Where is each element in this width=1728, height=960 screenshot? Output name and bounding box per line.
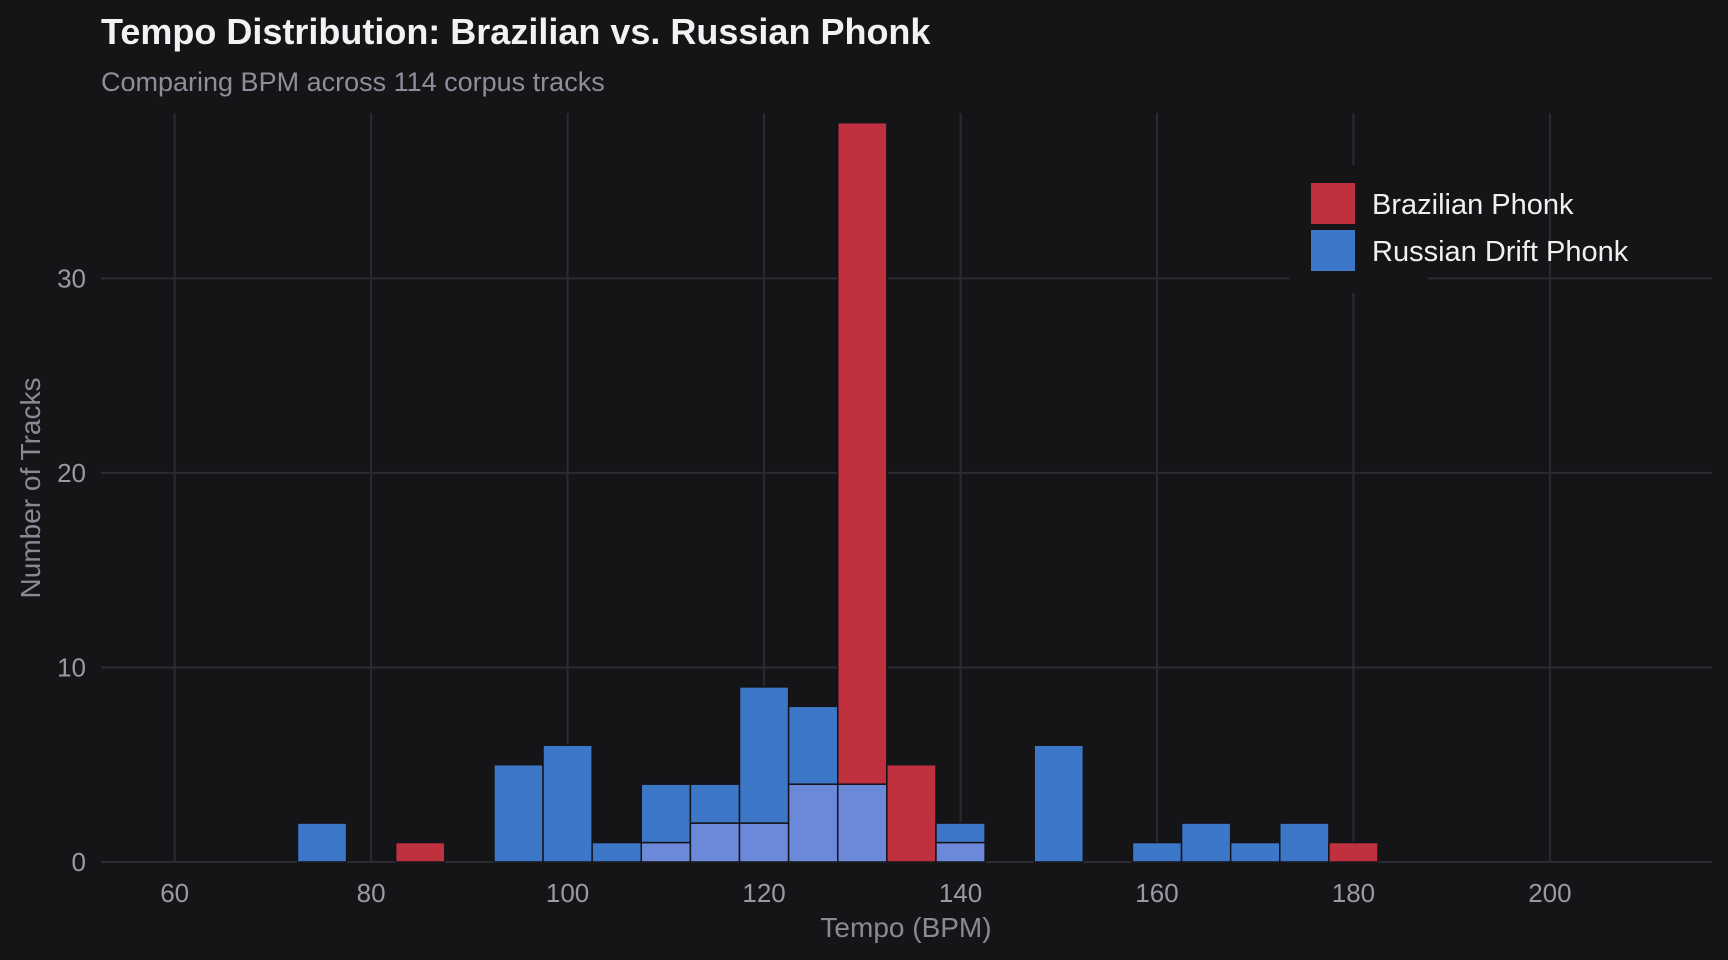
- bar-overlap-115: [689, 822, 741, 863]
- legend-label-russian: Russian Drift Phonk: [1372, 236, 1629, 268]
- x-tick-label-180: 180: [1332, 878, 1375, 908]
- bar-russian-120: [738, 686, 790, 824]
- x-tick-label-80: 80: [357, 878, 386, 908]
- x-axis-title: Tempo (BPM): [820, 912, 991, 943]
- legend-swatch-brazilian: [1311, 183, 1355, 224]
- bar-overlap-120: [738, 822, 790, 863]
- bar-brazilian-135: [886, 763, 937, 863]
- chart-title: Tempo Distribution: Brazilian vs. Russia…: [101, 11, 931, 52]
- bar-russian-165: [1180, 822, 1232, 863]
- tick-labels: 60 80 100 120 140 160 180 200 0 10 20 30: [57, 263, 1572, 908]
- bar-russian-75: [296, 822, 348, 863]
- legend-label-brazilian: Brazilian Phonk: [1372, 189, 1574, 221]
- y-tick-label-30: 30: [57, 263, 86, 293]
- y-tick-label-0: 0: [72, 847, 86, 877]
- bar-russian-100: [542, 744, 593, 863]
- bar-overlap-130: [836, 783, 888, 863]
- x-tick-label-200: 200: [1528, 878, 1571, 908]
- bar-overlap-110: [640, 841, 692, 863]
- bar-russian-170: [1229, 841, 1281, 863]
- bars: [296, 121, 1379, 863]
- y-tick-label-20: 20: [57, 458, 86, 488]
- x-tick-label-160: 160: [1135, 878, 1178, 908]
- chart-subtitle: Comparing BPM across 114 corpus tracks: [101, 67, 605, 97]
- y-tick-label-10: 10: [57, 652, 86, 682]
- bar-brazilian-85: [394, 841, 446, 863]
- legend-swatch-russian: [1311, 230, 1355, 271]
- bar-russian-175: [1279, 822, 1330, 863]
- bar-russian-160: [1131, 841, 1183, 863]
- bar-brazilian-180: [1328, 841, 1379, 863]
- x-tick-label-140: 140: [939, 878, 982, 908]
- bar-russian-115: [689, 783, 741, 824]
- bar-brazilian-130: [836, 121, 888, 785]
- bar-russian-95: [493, 763, 544, 863]
- bar-russian-105: [591, 841, 643, 863]
- y-axis-title: Number of Tracks: [15, 378, 46, 599]
- x-tick-label-60: 60: [160, 878, 189, 908]
- bar-russian-140: [935, 822, 986, 844]
- x-tick-label-100: 100: [546, 878, 589, 908]
- grid: [101, 113, 1712, 863]
- legend: Brazilian Phonk Russian Drift Phonk: [1290, 165, 1629, 293]
- bar-russian-150: [1033, 744, 1085, 863]
- legend-background: [1290, 165, 1428, 293]
- bar-russian-125: [787, 705, 839, 785]
- x-tick-label-120: 120: [742, 878, 785, 908]
- bar-overlap-125: [787, 783, 839, 863]
- bar-overlap-140: [935, 841, 986, 863]
- bar-russian-110: [640, 783, 692, 844]
